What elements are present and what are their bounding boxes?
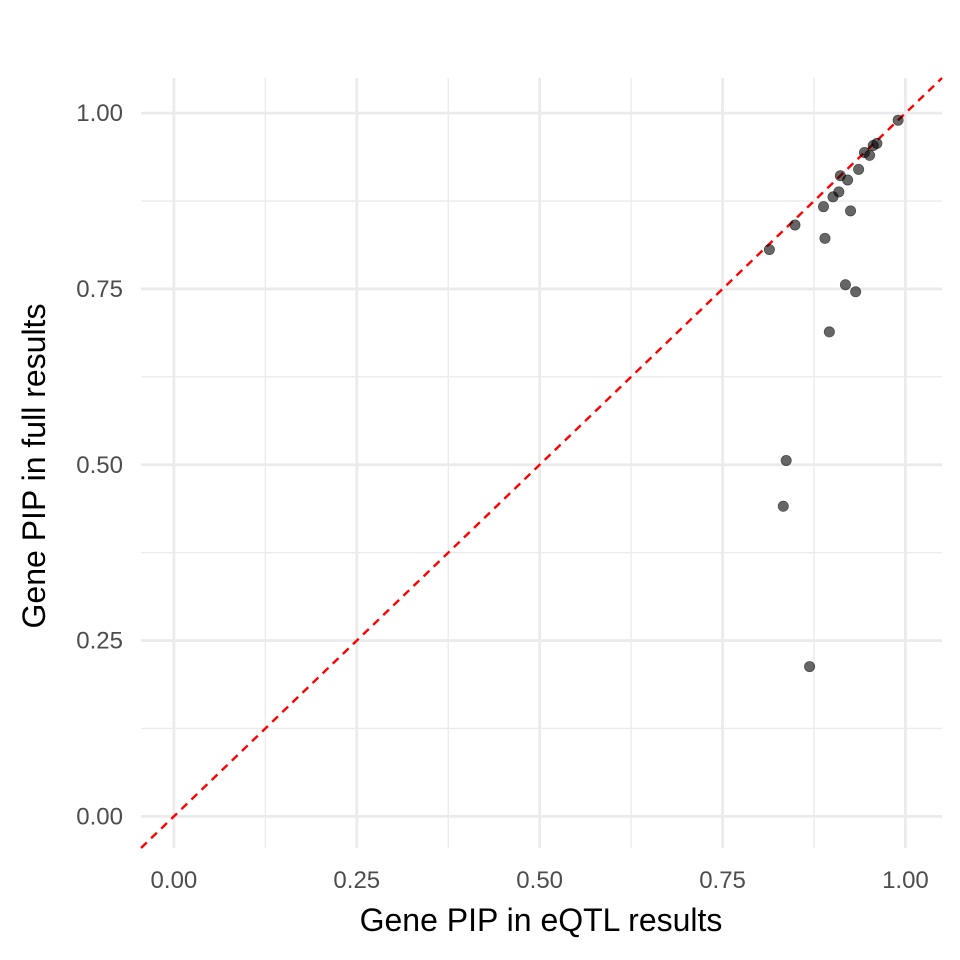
data-point: [850, 286, 862, 298]
x-tick-label: 0.00: [151, 867, 198, 894]
data-point: [834, 170, 846, 182]
data-point: [853, 163, 865, 175]
data-point: [845, 205, 857, 217]
identity-reference-line: [140, 77, 943, 849]
x-axis-ticks: 0.00 0.25 0.50 0.75 1.00: [151, 867, 929, 894]
data-point: [819, 232, 831, 244]
data-point: [817, 201, 829, 213]
data-point: [789, 219, 801, 231]
data-point: [858, 147, 870, 159]
data-point: [839, 279, 851, 291]
data-point: [777, 500, 789, 512]
y-axis-ticks: 0.00 0.25 0.50 0.75 1.00: [76, 100, 123, 830]
data-point: [823, 326, 835, 338]
x-axis-title: Gene PIP in eQTL results: [360, 902, 723, 938]
reference-line-layer: [140, 77, 943, 849]
x-tick-label: 1.00: [882, 867, 929, 894]
x-tick-label: 0.25: [333, 867, 380, 894]
data-point: [763, 244, 775, 256]
data-point: [780, 455, 792, 467]
grid: [141, 78, 942, 848]
data-point: [827, 191, 839, 203]
data-points: [763, 114, 904, 673]
data-point: [867, 140, 879, 152]
y-tick-label: 0.50: [76, 452, 123, 479]
y-tick-label: 0.75: [76, 276, 123, 303]
y-tick-label: 1.00: [76, 100, 123, 127]
y-axis-title: Gene PIP in full results: [16, 304, 52, 629]
data-point: [892, 114, 904, 126]
data-point: [804, 661, 816, 673]
y-tick-label: 0.25: [76, 628, 123, 655]
x-tick-label: 0.50: [516, 867, 563, 894]
y-tick-label: 0.00: [76, 803, 123, 830]
x-tick-label: 0.75: [699, 867, 746, 894]
